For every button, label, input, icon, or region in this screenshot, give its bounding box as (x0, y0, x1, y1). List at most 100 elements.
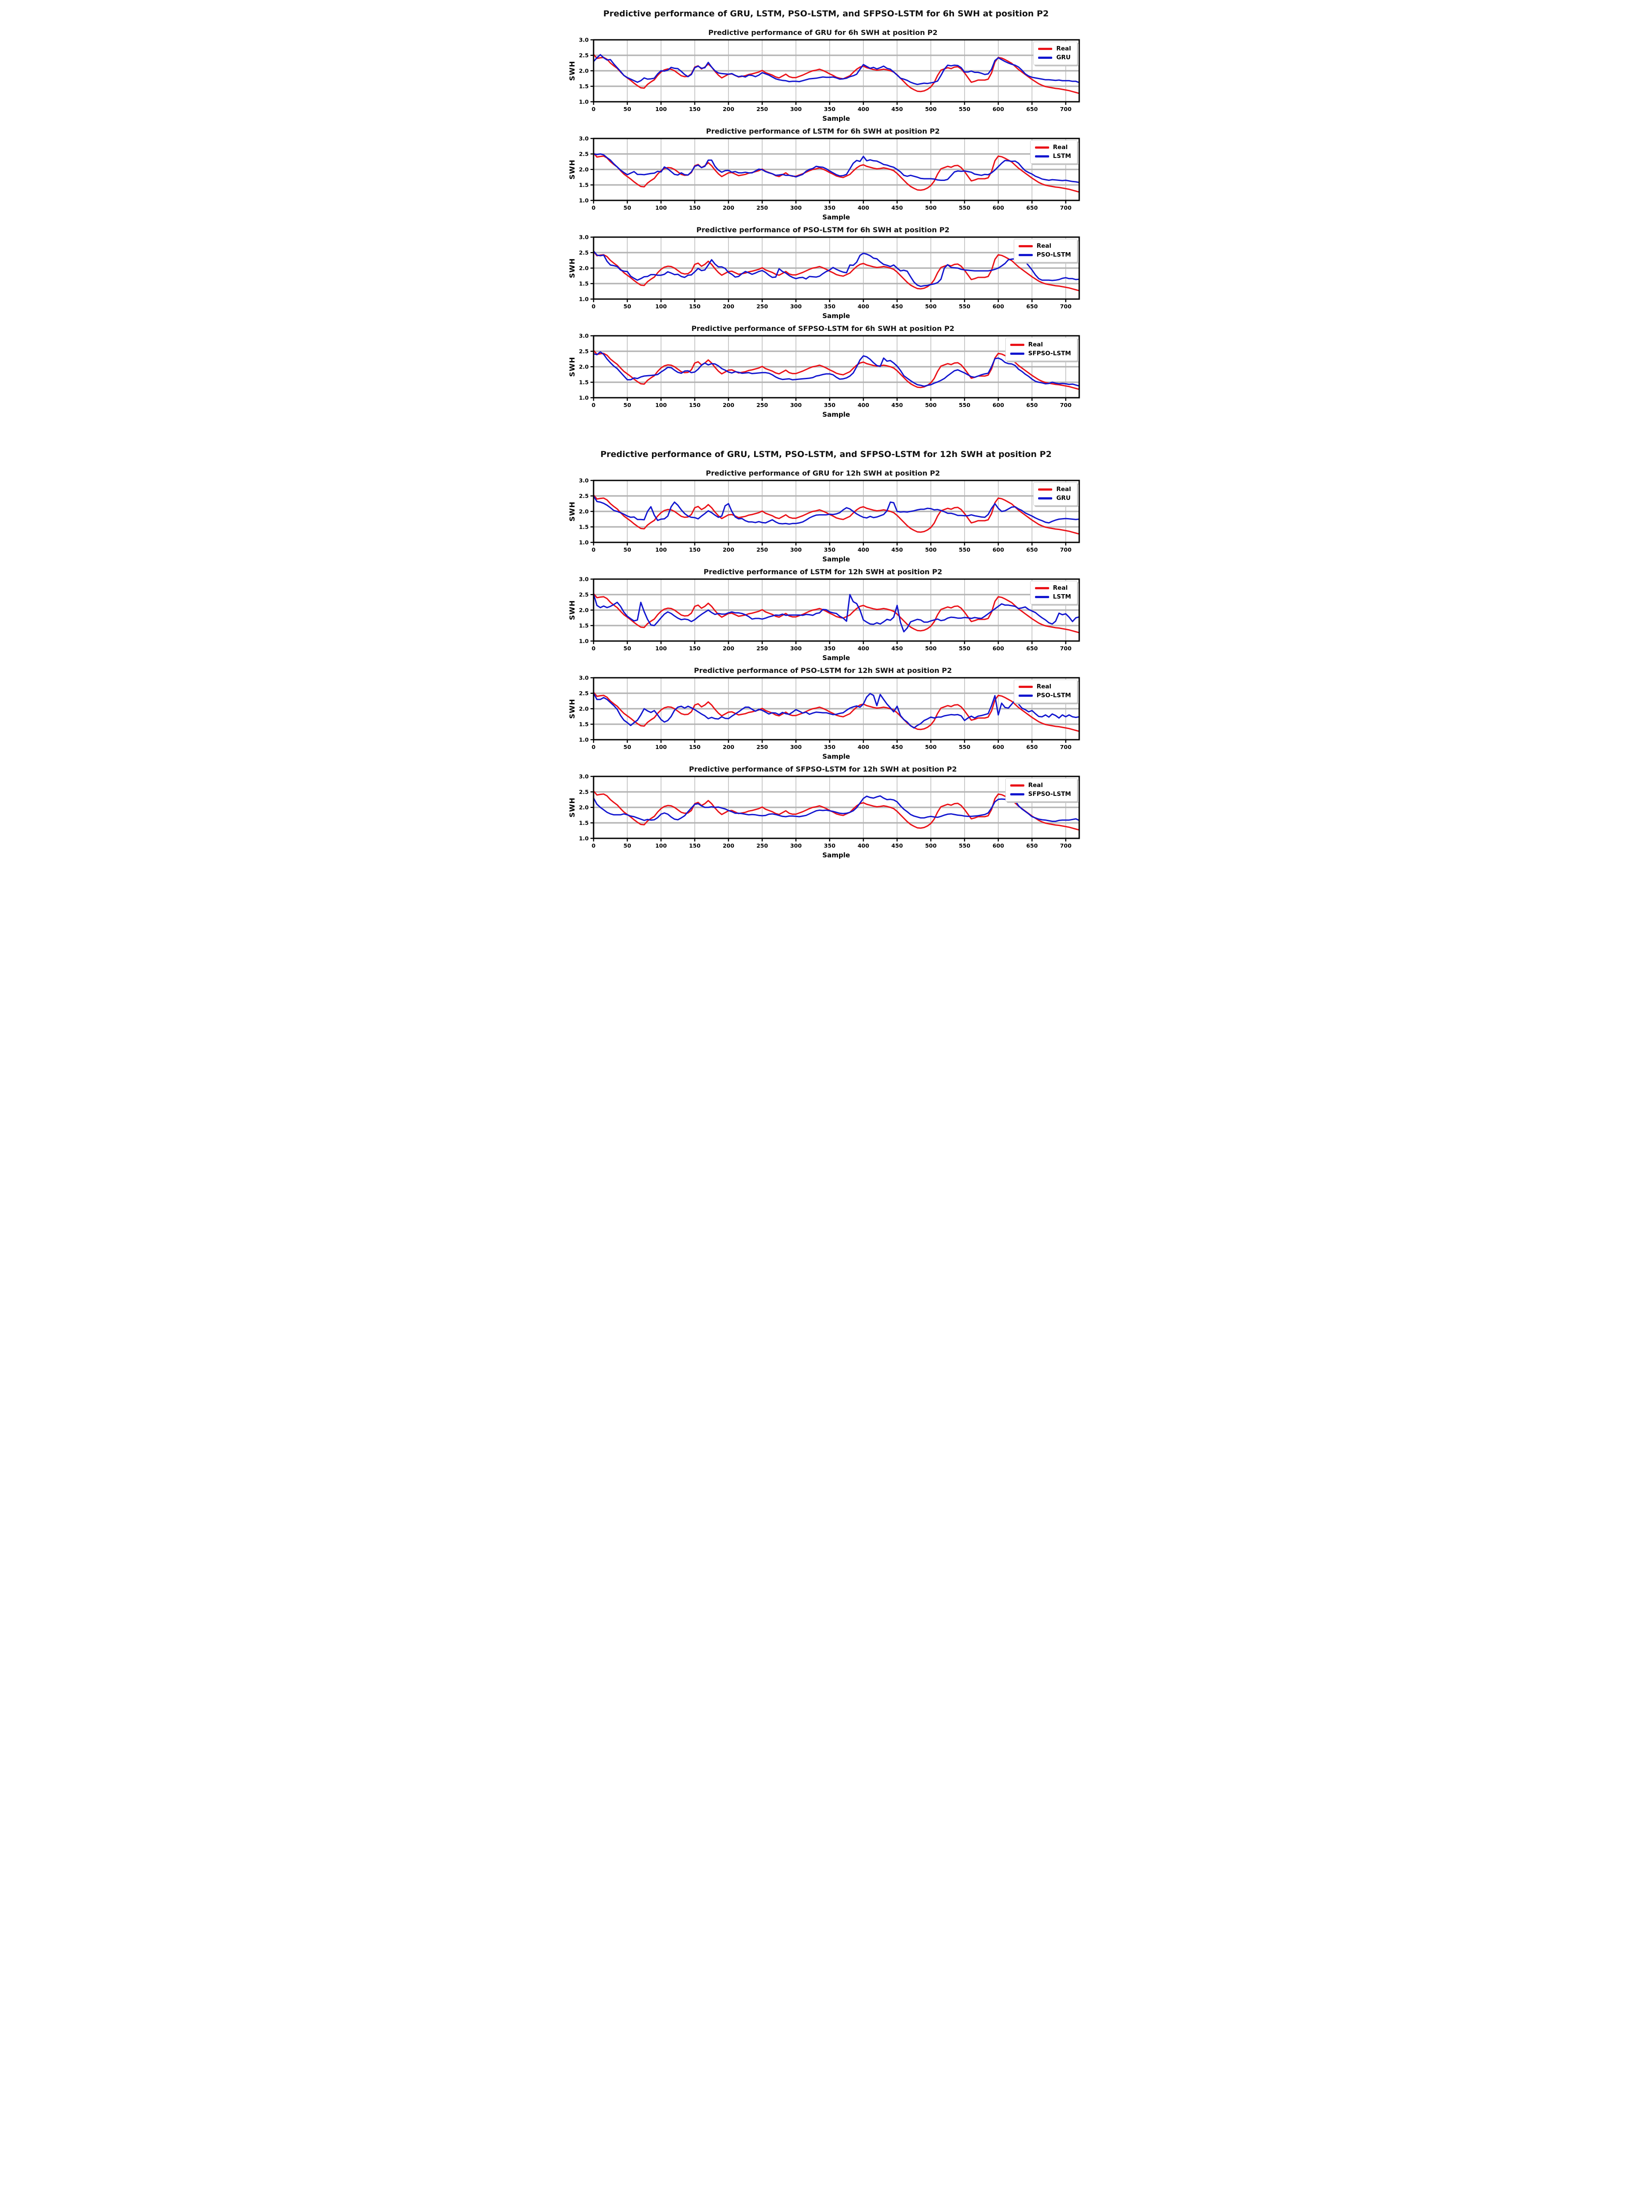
x-axis-label: Sample (822, 851, 850, 859)
x-tick-label: 200 (722, 402, 734, 408)
legend-entry-model: SFPSO-LSTM (1010, 349, 1071, 358)
x-tick-label: 600 (992, 645, 1004, 652)
chart-area: SWH 0 50 100 150 200 250 300 350 400 450 500 550 600… (568, 577, 1083, 654)
y-axis-label: SWH (567, 501, 576, 522)
real-series-line (593, 494, 1079, 535)
x-tick-label: 650 (1026, 106, 1038, 112)
legend-model-swatch (1038, 497, 1053, 499)
legend-entry-model: LSTM (1035, 593, 1071, 602)
legend-box: Real SFPSO-LSTM (1005, 778, 1077, 802)
x-tick-label: 400 (857, 645, 869, 652)
x-tick-label: 0 (591, 842, 595, 849)
x-tick-label: 100 (655, 402, 667, 408)
chart-area: SWH 0 50 100 150 200 250 300 350 400 450 500 550 600… (568, 676, 1083, 753)
x-tick-label: 300 (790, 303, 801, 310)
legend-real-swatch (1035, 587, 1049, 590)
legend-model-swatch (1010, 352, 1024, 355)
x-tick-label: 0 (591, 744, 595, 750)
x-tick-label: 650 (1026, 402, 1038, 408)
x-tick-label: 450 (891, 106, 903, 112)
y-tick-label: 1.0 (579, 395, 588, 401)
x-tick-label: 500 (925, 744, 936, 750)
x-axis-label: Sample (822, 654, 850, 662)
x-tick-label: 100 (655, 744, 667, 750)
legend-real-label: Real (1053, 584, 1068, 591)
figure-group-6h: Predictive performance of GRU, LSTM, PSO… (556, 9, 1096, 419)
x-tick-label: 600 (992, 204, 1004, 211)
chart-canvas: 0 50 100 150 200 250 300 350 400 450 500 550 600 650 7… (579, 774, 1080, 849)
x-tick-label: 450 (891, 204, 903, 211)
y-tick-label: 1.5 (579, 721, 588, 728)
model-series-line (593, 593, 1079, 633)
legend-real-swatch (1010, 784, 1024, 787)
y-tick-label: 2.5 (579, 348, 588, 355)
x-tick-label: 550 (958, 744, 970, 750)
y-tick-label: 1.5 (579, 83, 588, 90)
y-tick-label: 1.0 (579, 99, 588, 105)
y-tick-label: 2.0 (579, 364, 588, 370)
x-tick-label: 350 (824, 645, 835, 652)
x-tick-label: 0 (591, 402, 595, 408)
x-tick-label: 450 (891, 303, 903, 310)
x-tick-label: 100 (655, 303, 667, 310)
legend-real-label: Real (1056, 486, 1071, 493)
legend-real-swatch (1018, 686, 1033, 688)
x-tick-label: 650 (1026, 204, 1038, 211)
legend-model-swatch (1038, 56, 1053, 59)
x-tick-label: 300 (790, 106, 801, 112)
x-tick-label: 300 (790, 402, 801, 408)
chart-area: SWH 0 50 100 150 200 250 300 350 400 450 500 550 600… (567, 478, 1083, 555)
y-tick-label: 3.0 (579, 334, 588, 339)
subplot-gru-6h: Predictive performance of GRU for 6h SWH… (556, 28, 1096, 123)
legend-model-swatch (1018, 694, 1033, 697)
y-tick-label: 1.0 (579, 296, 588, 303)
x-tick-label: 50 (623, 645, 631, 652)
x-tick-label: 250 (756, 546, 768, 553)
y-tick-label: 2.0 (579, 508, 588, 515)
x-tick-label: 0 (591, 546, 595, 553)
chart-canvas: 0 50 100 150 200 250 300 350 400 450 500 550 600 650 7… (579, 334, 1080, 408)
legend-real-label: Real (1028, 341, 1043, 348)
y-tick-label: 1.0 (579, 638, 588, 645)
x-tick-label: 650 (1026, 842, 1038, 849)
legend-real-label: Real (1053, 144, 1068, 151)
x-axis-label: Sample (822, 312, 850, 320)
x-tick-label: 150 (689, 402, 700, 408)
y-tick-label: 2.5 (579, 789, 588, 795)
y-tick-label: 2.0 (579, 265, 588, 272)
x-tick-label: 500 (925, 303, 936, 310)
x-tick-label: 250 (756, 744, 768, 750)
x-tick-label: 350 (824, 402, 835, 408)
x-tick-label: 450 (891, 744, 903, 750)
x-tick-label: 400 (857, 842, 869, 849)
y-tick-label: 3.0 (579, 38, 588, 43)
x-tick-label: 50 (623, 744, 631, 750)
legend-box: Real LSTM (1030, 581, 1077, 604)
legend-real-label: Real (1056, 45, 1071, 52)
x-tick-label: 500 (925, 402, 936, 408)
y-tick-label: 3.0 (579, 774, 588, 780)
x-tick-label: 50 (623, 842, 631, 849)
legend-model-swatch (1018, 253, 1033, 256)
chart-title: Predictive performance of PSO-LSTM for 6… (696, 226, 950, 234)
x-tick-label: 300 (790, 546, 801, 553)
x-tick-label: 600 (992, 744, 1004, 750)
legend-entry-real: Real (1010, 341, 1071, 349)
x-axis-label: Sample (822, 753, 850, 760)
legend-entry-model: PSO-LSTM (1018, 691, 1071, 700)
x-tick-label: 400 (857, 303, 869, 310)
legend-model-label: PSO-LSTM (1036, 691, 1071, 699)
x-tick-label: 200 (722, 645, 734, 652)
legend-entry-model: GRU (1038, 494, 1071, 503)
subplot-lstm-12h: Predictive performance of LSTM for 12h S… (556, 568, 1096, 662)
legend-model-label: LSTM (1053, 593, 1071, 600)
chart-title: Predictive performance of GRU for 6h SWH… (708, 28, 938, 37)
y-axis-label: SWH (567, 357, 576, 377)
legend-real-label: Real (1028, 782, 1043, 789)
y-tick-label: 2.5 (579, 493, 588, 499)
figure-group-12h: Predictive performance of GRU, LSTM, PSO… (556, 449, 1096, 859)
y-tick-label: 1.5 (579, 820, 588, 826)
x-tick-label: 650 (1026, 744, 1038, 750)
x-tick-label: 250 (756, 645, 768, 652)
legend-entry-real: Real (1038, 45, 1071, 54)
